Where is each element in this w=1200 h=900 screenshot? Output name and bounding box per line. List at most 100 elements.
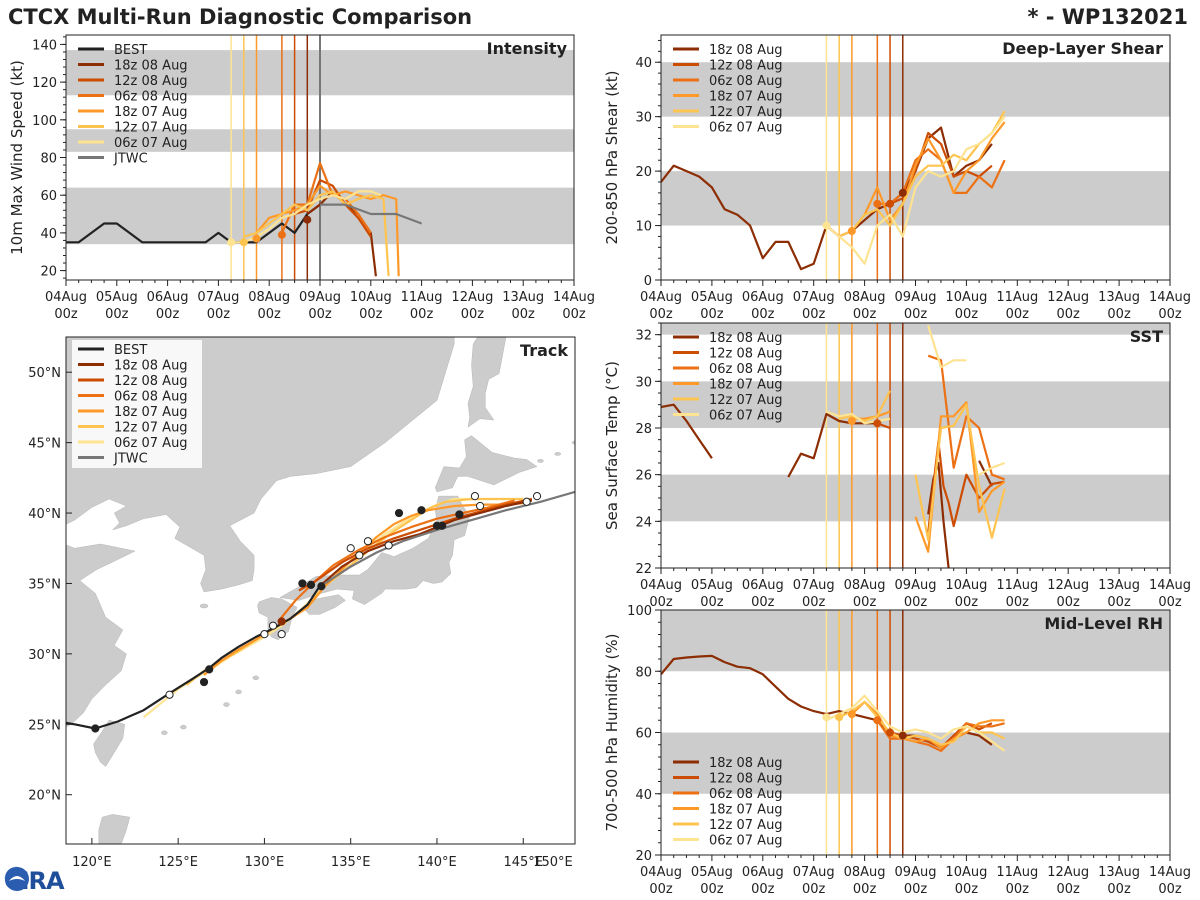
sst-series-group	[661, 324, 1006, 568]
intensity-xtick-day: 12Aug	[451, 290, 493, 305]
track-ytick-label: 30°N	[28, 648, 61, 663]
sst-xtick-day: 05Aug	[691, 578, 733, 593]
rh-xtick-day: 11Aug	[996, 865, 1038, 880]
intensity-series-best-0	[66, 203, 321, 244]
intensity-xtick-hour: 00z	[258, 307, 282, 322]
track-xtick-label: 120°E	[72, 855, 112, 870]
track-point-3	[298, 579, 307, 588]
sst-xtick-day: 10Aug	[945, 578, 987, 593]
rh-xtick-hour: 00z	[904, 882, 928, 897]
shear-ytick-label: 20	[635, 165, 652, 180]
track-point-19	[384, 541, 393, 550]
rh-point-5	[822, 713, 831, 722]
shear-series-12z-07-aug-4	[838, 110, 1006, 238]
intensity-xtick-hour: 00z	[512, 307, 536, 322]
rh-xtick-hour: 00z	[802, 882, 826, 897]
rh-xtick-day: 06Aug	[742, 865, 784, 880]
colorado-state-emblem-icon	[5, 867, 29, 891]
shear-xtick-hour: 00z	[1158, 307, 1182, 322]
rh-ytick-label: 20	[635, 849, 652, 864]
track-legend-label-12z-07-aug: 12z 07 Aug	[114, 421, 188, 436]
shear-ylabel: 200-850 hPa Shear (kt)	[603, 71, 621, 245]
sst-xtick-hour: 00z	[1006, 595, 1030, 610]
shear-xtick-day: 12Aug	[1047, 290, 1089, 305]
shear-point-3	[847, 227, 856, 235]
track-point-17	[355, 551, 364, 560]
sst-ytick-label: 22	[635, 562, 652, 577]
cira-logo: CIRA	[4, 866, 65, 896]
rh-chart: 20 40 60 80 100 04Aug 00z 05Aug 00z 06Aug 00z 07Aug…	[603, 604, 1191, 897]
intensity-legend-label-12z-08-aug: 12z 08 Aug	[114, 74, 188, 89]
track-point-23	[532, 492, 542, 501]
track-series-jtwc-0	[324, 490, 575, 585]
sst-xtick-hour: 00z	[802, 595, 826, 610]
track-series-12z-08-aug-0	[298, 497, 533, 592]
ryukyu-island-1	[235, 689, 242, 695]
sst-xtick-hour: 00z	[700, 595, 724, 610]
sst-series-18z-08-aug-0	[661, 403, 713, 459]
rh-xtick-hour: 00z	[751, 882, 775, 897]
rh-ylabel: 700-500 hPa Humidity (%)	[603, 633, 621, 831]
intensity-xtick-hour: 00z	[410, 307, 434, 322]
sst-ylabel: Sea Surface Temp (°C)	[603, 361, 621, 530]
kuril-island-6	[650, 403, 656, 406]
track-legend-label-06z-07-aug: 06z 07 Aug	[114, 436, 188, 451]
rh-xtick-day: 12Aug	[1047, 865, 1089, 880]
rh-band-1	[661, 610, 1170, 672]
intensity-series-jtwc-7	[320, 203, 422, 225]
sst-legend-label-18z-07-aug: 18z 07 Aug	[709, 378, 783, 393]
shear-legend-label-18z-08-aug: 18z 08 Aug	[709, 43, 783, 58]
china-coast	[66, 543, 136, 728]
shear-chart: 0 10 20 30 40 04Aug 00z 05Aug 00z 06Aug 00z 07Aug 00…	[603, 34, 1191, 322]
sst-series-06z-07-aug-12	[927, 324, 967, 369]
track-xtick-label: 130°E	[245, 855, 285, 870]
shear-series-18z-07-aug-3	[851, 121, 1006, 232]
intensity-xtick-hour: 00z	[461, 307, 485, 322]
kuril-island-0	[537, 459, 544, 463]
rh-point-2	[873, 716, 882, 725]
shear-xtick-day: 10Aug	[945, 290, 987, 305]
sst-xtick-hour: 00z	[955, 595, 979, 610]
rh-legend-label-18z-08-aug: 18z 08 Aug	[709, 756, 783, 771]
intensity-legend-label-best: BEST	[114, 43, 147, 58]
intensity-ylabel: 10m Max Wind Speed (kt)	[8, 60, 26, 255]
rh-ytick-label: 60	[635, 727, 652, 742]
intensity-chart: 20 40 60 80 100 120 140 04Aug 00z 05Aug 00z 06Aug 00…	[8, 34, 595, 322]
track-ytick-label: 25°N	[28, 718, 61, 733]
track-legend-label-jtwc: JTWC	[113, 452, 148, 467]
sst-xtick-hour: 00z	[853, 595, 877, 610]
sst-xtick-day: 06Aug	[742, 578, 784, 593]
rh-xtick-day: 13Aug	[1098, 865, 1140, 880]
track-legend-bg	[72, 340, 202, 468]
sst-series-06z-07-aug-13	[978, 461, 1005, 476]
rh-xtick-hour: 00z	[1006, 882, 1030, 897]
intensity-ytick-label: 80	[40, 152, 57, 167]
shear-title: Deep-Layer Shear	[1002, 39, 1163, 58]
rh-legend-label-12z-07-aug: 12z 07 Aug	[709, 818, 783, 833]
intensity-ytick-label: 120	[32, 76, 57, 91]
sst-xtick-hour: 00z	[751, 595, 775, 610]
track-point-2	[199, 677, 209, 687]
track-legend-label-18z-07-aug: 18z 07 Aug	[114, 405, 188, 420]
shear-xtick-day: 08Aug	[844, 290, 886, 305]
shear-legend-label-12z-08-aug: 12z 08 Aug	[709, 59, 783, 74]
shear-legend-label-18z-07-aug: 18z 07 Aug	[709, 90, 783, 105]
sst-chart: 22 24 26 28 30 32 04Aug 00z 05Aug 00z 06Aug 00z 07Au…	[603, 322, 1191, 610]
sst-legend-label-18z-08-aug: 18z 08 Aug	[709, 331, 783, 346]
rh-legend-label-06z-07-aug: 06z 07 Aug	[709, 834, 783, 849]
intensity-xtick-day: 06Aug	[147, 290, 189, 305]
intensity-legend-label-12z-07-aug: 12z 07 Aug	[114, 121, 188, 136]
track-xtick-label: 135°E	[331, 855, 371, 870]
shear-ytick-label: 10	[635, 220, 652, 235]
track-series-group	[66, 490, 575, 733]
track-xtick-label: 150°E	[533, 855, 573, 870]
track-point-1	[205, 665, 214, 674]
rh-ytick-label: 40	[635, 788, 652, 803]
track-point-4	[306, 580, 316, 589]
sst-point-1	[847, 417, 856, 425]
track-point-13	[260, 630, 269, 639]
intensity-xtick-day: 07Aug	[197, 290, 239, 305]
track-ytick-label: 45°N	[28, 437, 61, 452]
rh-xtick-hour: 00z	[1057, 882, 1081, 897]
kyushu	[257, 597, 298, 641]
